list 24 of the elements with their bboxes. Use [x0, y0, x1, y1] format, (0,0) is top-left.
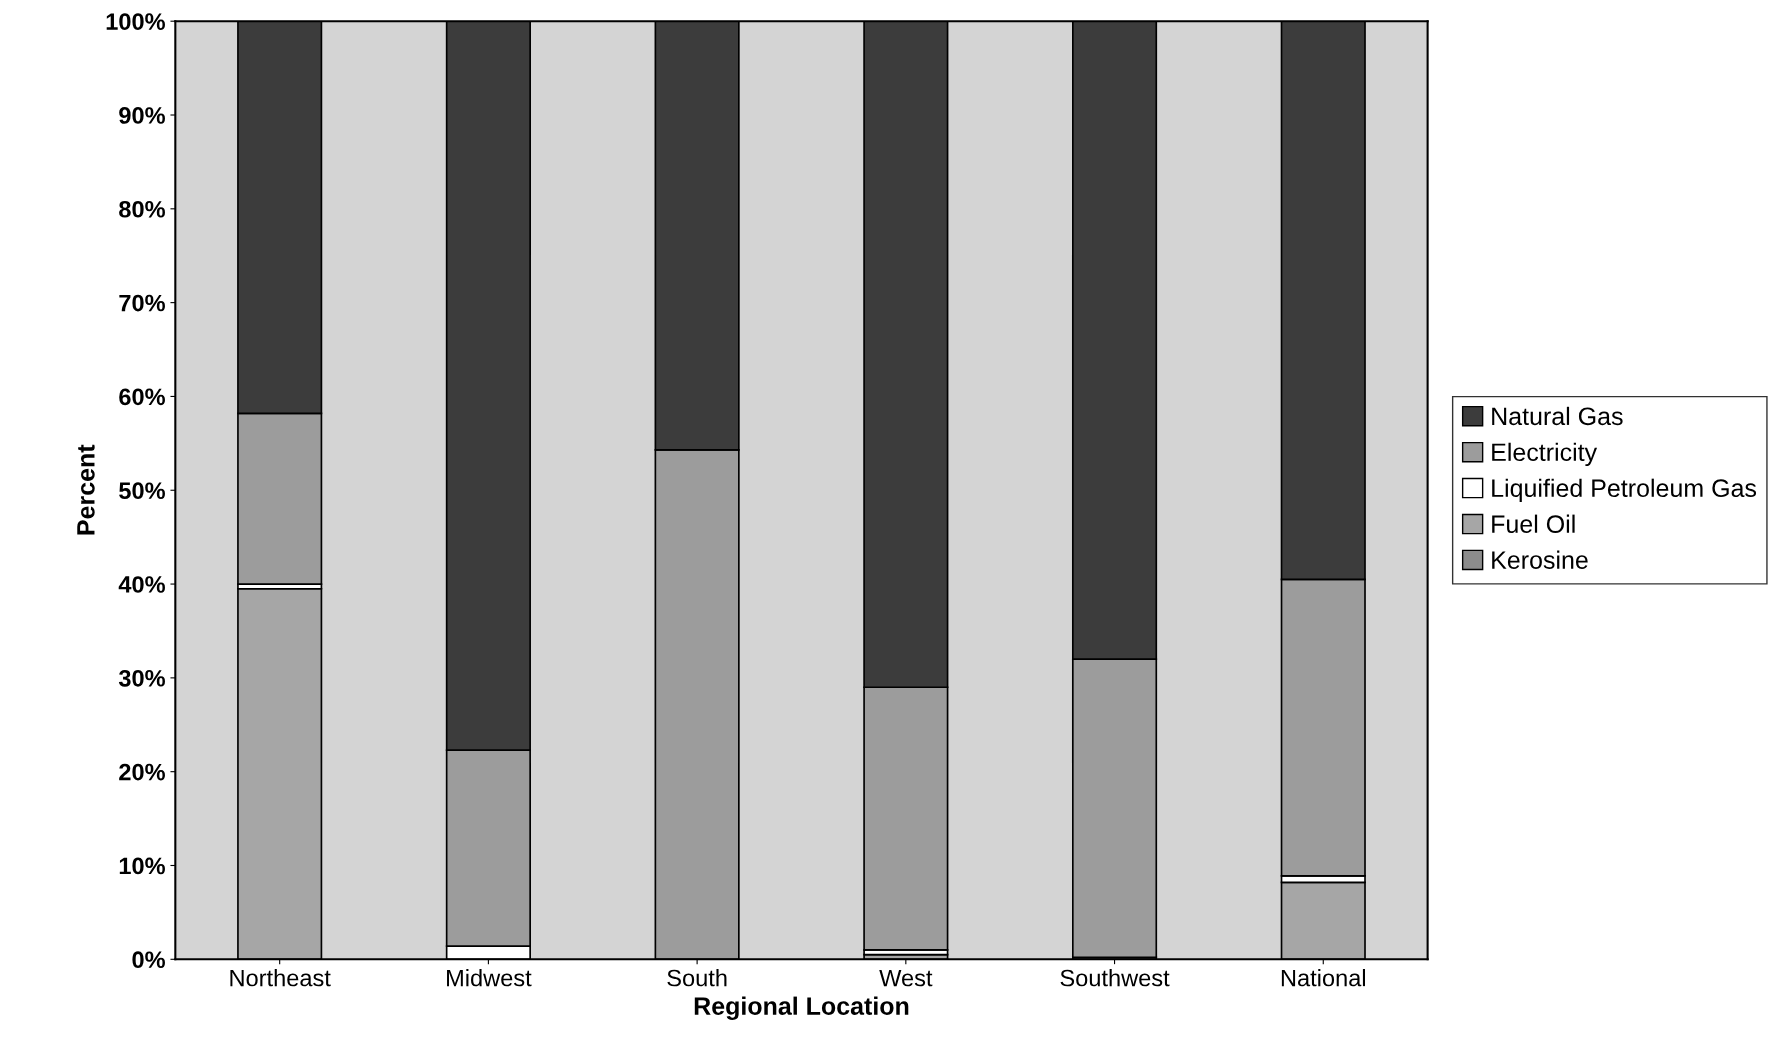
y-tick-label: 0% [132, 951, 165, 969]
y-tick-label: 100% [106, 13, 165, 30]
x-axis-title: Regional Location [694, 996, 909, 1020]
y-tick-label: 30% [118, 669, 165, 687]
x-tick-label: West [879, 969, 933, 987]
x-tick-label: South [667, 969, 727, 987]
x-tick-label: Southwest [1060, 969, 1170, 987]
legend-label: Kerosine [1492, 550, 1588, 569]
x-tick-label: Northeast [230, 969, 331, 987]
legend-label: Electricity [1492, 442, 1598, 467]
y-tick-label: 70% [119, 294, 165, 312]
legend-label: Liquified Petroleum Gas [1492, 478, 1757, 502]
y-tick-label: 90% [119, 107, 165, 124]
y-tick-label: 20% [119, 763, 165, 781]
y-tick-label: 50% [119, 482, 165, 500]
y-tick-label: 10% [119, 857, 165, 875]
y-tick-label: 40% [118, 576, 165, 593]
legend-label: Natural Gas [1492, 406, 1623, 426]
legend-label: Fuel Oil [1492, 514, 1575, 533]
x-tick-label: National [1281, 969, 1365, 987]
y-axis-title: Percent [77, 444, 95, 535]
y-tick-label: 80% [119, 200, 165, 218]
x-tick-label: Midwest [447, 969, 532, 987]
y-tick-label: 60% [119, 388, 165, 406]
